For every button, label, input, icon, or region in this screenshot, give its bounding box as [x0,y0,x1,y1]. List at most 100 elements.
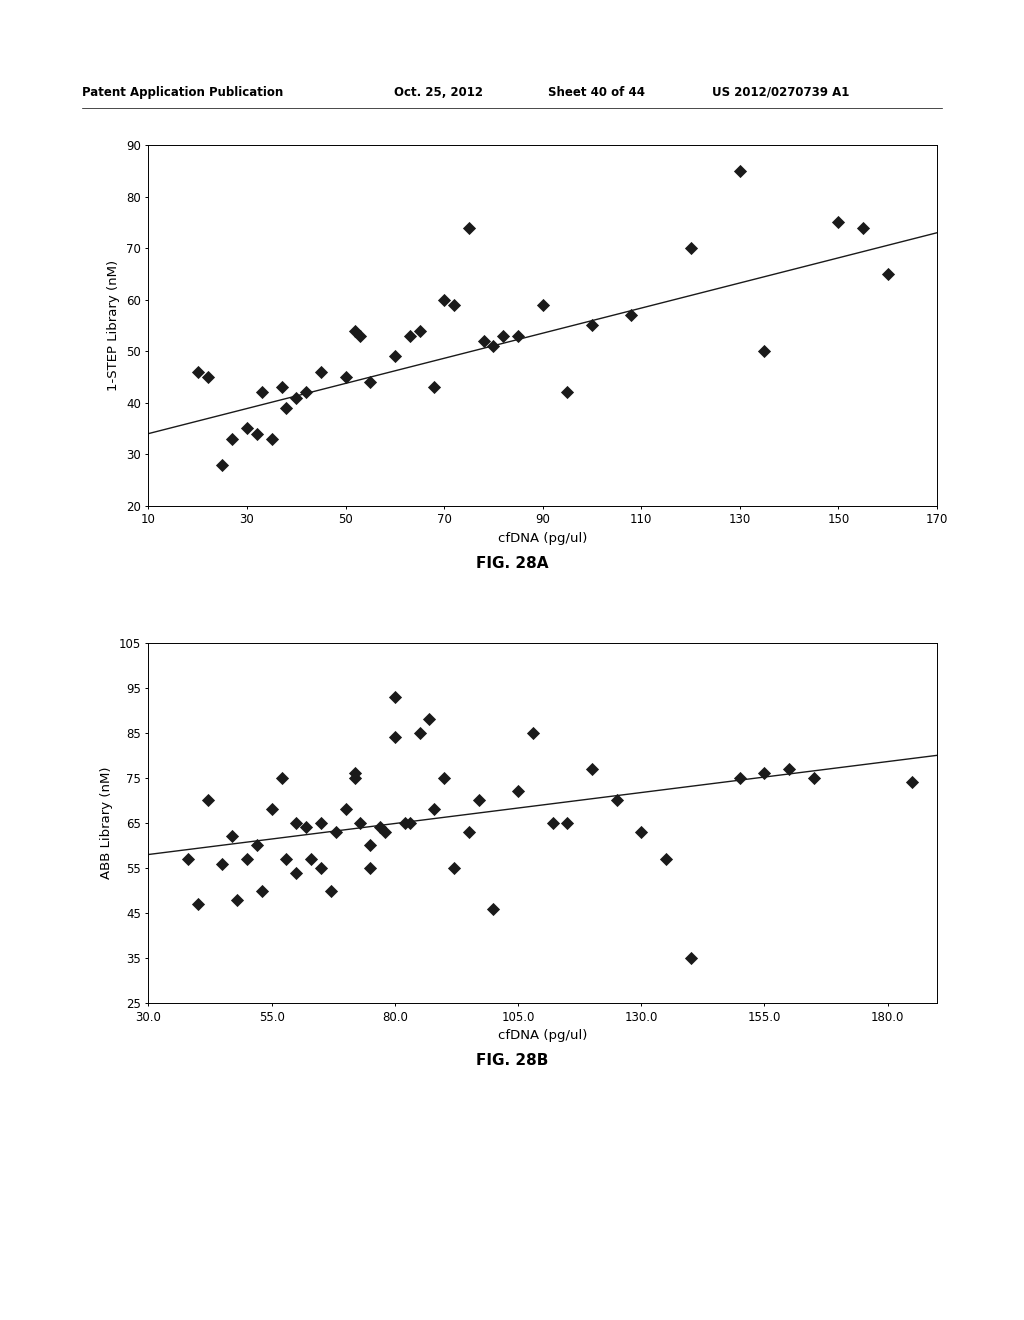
Point [470,789,486,810]
Point [312,858,329,879]
Point [249,836,265,857]
Point [387,727,403,748]
Point [545,812,561,833]
Point [224,826,241,847]
Point [584,758,600,779]
Point [461,216,477,238]
Point [352,812,369,833]
Point [347,767,364,788]
Point [757,341,773,362]
Text: US 2012/0270739 A1: US 2012/0270739 A1 [712,86,849,99]
X-axis label: cfDNA (pg/ul): cfDNA (pg/ul) [498,532,588,545]
Point [559,812,575,833]
Point [682,238,698,259]
Point [347,319,364,341]
Point [279,397,295,418]
Point [387,686,403,708]
Point [312,362,329,383]
Point [189,362,206,383]
Point [496,325,512,346]
Point [559,381,575,403]
Point [288,812,304,833]
Point [387,346,403,367]
Point [200,367,216,388]
Point [624,305,640,326]
Point [475,330,492,351]
Point [426,376,442,397]
Y-axis label: 1-STEP Library (nM): 1-STEP Library (nM) [108,260,121,391]
Point [362,371,379,392]
Point [584,315,600,337]
Point [229,888,246,909]
Point [338,367,354,388]
Point [781,758,798,779]
Point [396,812,413,833]
Point [412,722,428,743]
Point [535,294,551,315]
Point [682,948,698,969]
Point [880,264,896,285]
Point [426,799,442,820]
Point [510,781,526,803]
Point [401,812,418,833]
Point [338,799,354,820]
Point [312,812,329,833]
Point [239,849,255,870]
Point [757,763,773,784]
Point [372,817,388,838]
Point [401,325,418,346]
Point [273,376,290,397]
Point [830,213,847,234]
Point [189,894,206,915]
Point [904,772,921,793]
Point [510,325,526,346]
Point [214,454,230,475]
Text: FIG. 28B: FIG. 28B [476,1053,548,1068]
Point [445,294,462,315]
Point [412,319,428,341]
Point [249,422,265,444]
Point [214,853,230,874]
Point [377,821,393,842]
Point [303,849,319,870]
Point [298,381,314,403]
Point [298,817,314,838]
Point [180,849,197,870]
Y-axis label: ABB Library (nM): ABB Library (nM) [100,767,113,879]
Point [263,799,280,820]
Text: Oct. 25, 2012: Oct. 25, 2012 [394,86,483,99]
Point [732,161,749,182]
Point [362,836,379,857]
Point [436,767,453,788]
Point [855,216,871,238]
Point [328,821,344,842]
Text: Patent Application Publication: Patent Application Publication [82,86,284,99]
Point [633,821,649,842]
Point [352,325,369,346]
Point [657,849,674,870]
Text: Sheet 40 of 44: Sheet 40 of 44 [548,86,645,99]
Point [421,709,437,730]
Point [524,722,541,743]
Point [279,849,295,870]
Point [806,767,822,788]
Point [254,880,270,902]
Point [263,428,280,449]
Point [362,858,379,879]
Point [445,858,462,879]
Point [732,767,749,788]
X-axis label: cfDNA (pg/ul): cfDNA (pg/ul) [498,1030,588,1043]
Point [436,289,453,310]
Point [239,418,255,440]
Point [224,428,241,449]
Point [485,898,502,919]
Point [347,763,364,784]
Point [323,880,339,902]
Text: FIG. 28A: FIG. 28A [476,556,548,570]
Point [461,821,477,842]
Point [485,335,502,356]
Point [288,387,304,408]
Point [273,767,290,788]
Point [608,789,625,810]
Point [288,862,304,883]
